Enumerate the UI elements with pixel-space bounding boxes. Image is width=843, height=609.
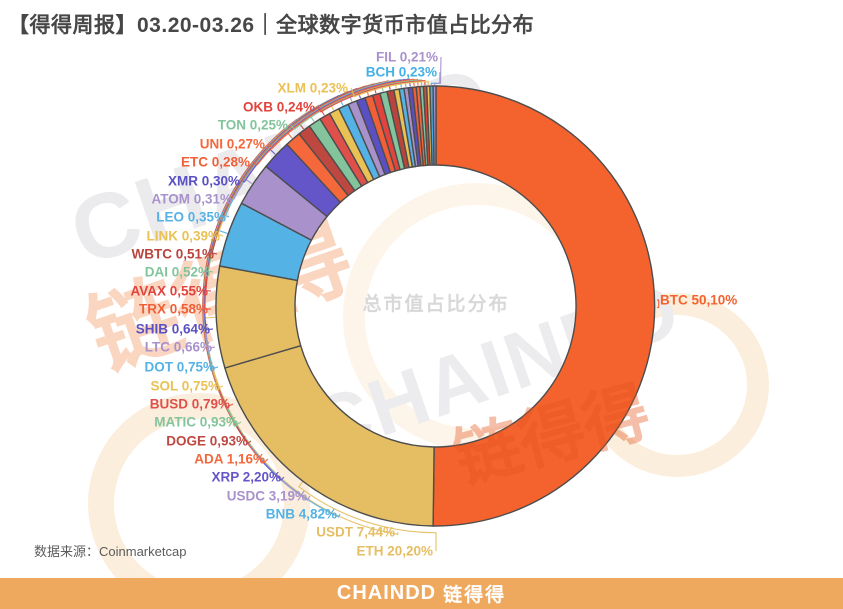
slice-label-BNB: BNB 4,82% xyxy=(266,507,337,522)
slice-label-AVAX: AVAX 0,55% xyxy=(130,284,208,299)
slice-label-BCH: BCH 0,23% xyxy=(366,65,437,80)
data-source: 数据来源：Coinmarketcap xyxy=(34,541,186,560)
leader-line-BTC xyxy=(657,299,660,309)
data-source-label: 数据来源： xyxy=(34,544,100,559)
slice-BTC xyxy=(432,85,656,527)
slice-label-USDT: USDT 7,44% xyxy=(316,525,395,540)
slice-label-ETH: ETH 20,20% xyxy=(356,544,433,559)
slice-label-ETC: ETC 0,28% xyxy=(181,155,250,170)
slice-label-FIL: FIL 0,21% xyxy=(376,50,438,65)
slice-label-XRP: XRP 2,20% xyxy=(211,470,281,485)
footer-bar: CHAINDD 链得得 xyxy=(0,578,843,609)
slice-label-DAI: DAI 0,52% xyxy=(145,265,210,280)
slice-label-SOL: SOL 0,75% xyxy=(150,379,220,394)
slice-label-UNI: UNI 0,27% xyxy=(200,137,265,152)
slice-label-ADA: ADA 1,16% xyxy=(194,452,265,467)
footer-logo: CHAINDD xyxy=(336,582,437,604)
slice-FIL xyxy=(432,85,437,166)
leader-line-OKB xyxy=(317,79,426,113)
footer-logo-cn: 链得得 xyxy=(443,585,507,606)
slice-label-TON: TON 0,25% xyxy=(218,118,288,133)
slice-label-BUSD: BUSD 0,79% xyxy=(150,397,230,412)
slice-label-XLM: XLM 0,23% xyxy=(277,81,348,96)
slice-label-USDC: USDC 3,19% xyxy=(227,489,307,504)
slice-label-XMR: XMR 0,30% xyxy=(168,174,240,189)
slice-label-LINK: LINK 0,39% xyxy=(146,229,220,244)
slice-label-OKB: OKB 0,24% xyxy=(243,100,315,115)
slice-label-ATOM: ATOM 0,31% xyxy=(151,192,232,207)
slice-label-LTC: LTC 0,66% xyxy=(145,340,212,355)
leader-line-FIL xyxy=(433,56,442,85)
leader-line-ETH xyxy=(298,481,437,551)
slice-label-WBTC: WBTC 0,51% xyxy=(131,247,214,262)
slice-label-DOGE: DOGE 0,93% xyxy=(166,434,248,449)
slice-label-BTC: BTC 50,10% xyxy=(660,293,737,308)
slice-label-LEO: LEO 0,35% xyxy=(156,210,226,225)
slice-label-MATIC: MATIC 0,93% xyxy=(154,415,238,430)
data-source-value: Coinmarketcap xyxy=(99,544,187,559)
page-title: 【得得周报】03.20-03.26｜全球数字货币市值占比分布 xyxy=(8,14,535,37)
slice-label-DOT: DOT 0,75% xyxy=(144,360,215,375)
donut-center-label: 总市值占比分布 xyxy=(362,294,510,315)
leader-line-XLM xyxy=(350,80,429,98)
leader-line-UNI xyxy=(267,78,419,150)
slice-label-TRX: TRX 0,58% xyxy=(139,302,208,317)
slice-label-SHIB: SHIB 0,64% xyxy=(136,322,210,337)
